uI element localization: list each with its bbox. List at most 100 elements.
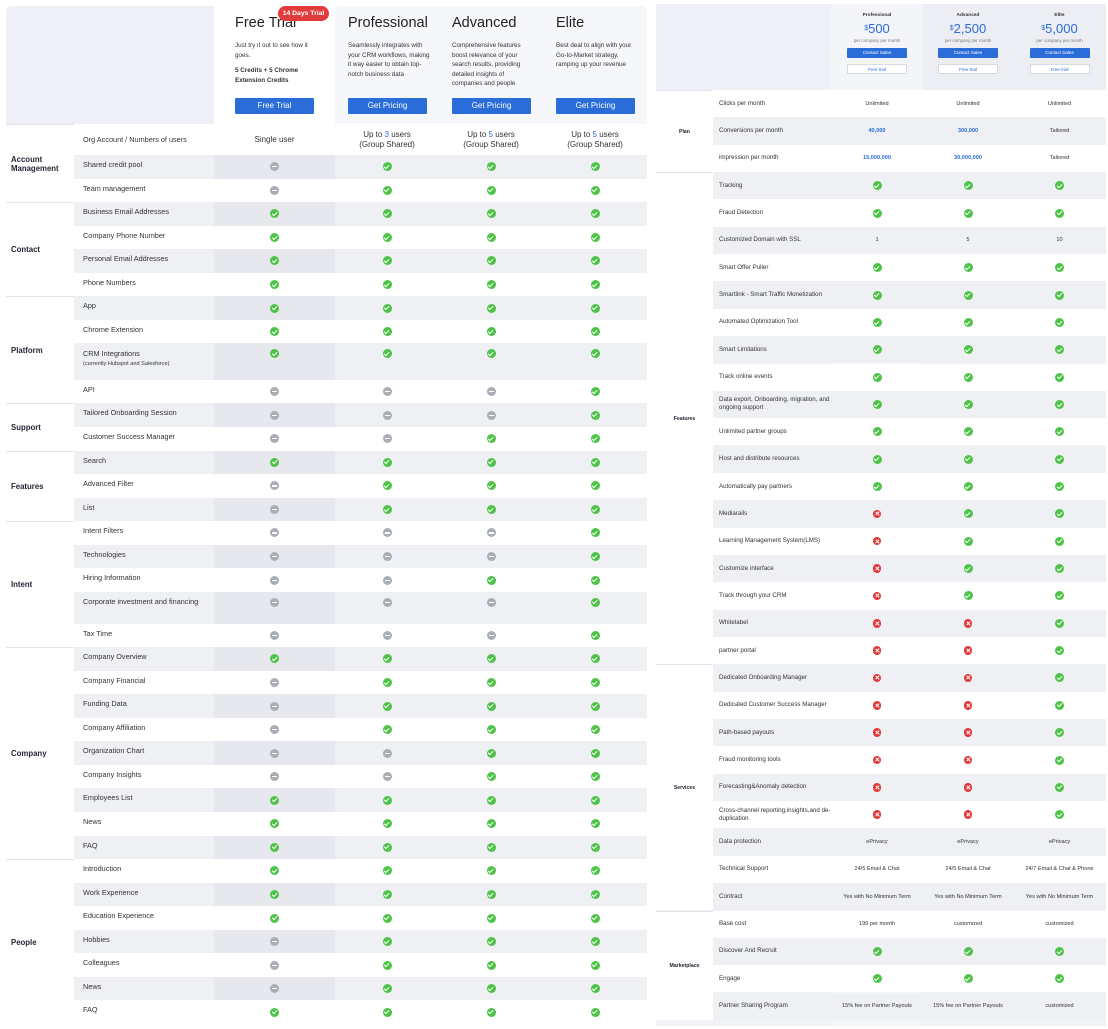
plan-cell [543, 953, 647, 977]
check-icon [872, 263, 882, 273]
table-row: Partner Sharing Program 15% fee on Partne… [656, 992, 1106, 1020]
plan-cell [214, 521, 335, 545]
dash-icon [382, 387, 392, 397]
plan-cell [214, 568, 335, 592]
plan-cell [923, 637, 1013, 664]
contact-sales-button[interactable]: Contact Sales [847, 48, 907, 58]
cross-icon [963, 673, 973, 683]
table-row: Company Phone Number [6, 225, 647, 250]
plan-cell [214, 202, 335, 226]
table-row: Hobbies [6, 929, 647, 954]
plan-cell [543, 592, 647, 624]
table-row: Dedicated Onboarding Manager [656, 664, 1106, 692]
plan-cell [439, 765, 543, 789]
plan-cell [335, 953, 439, 977]
plan-cell [543, 474, 647, 498]
table-row: Phone Numbers [6, 272, 647, 297]
get-pricing-button[interactable]: Get Pricing [348, 98, 427, 114]
free-trial-button[interactable]: Free Trial [235, 98, 314, 114]
free-trial-button[interactable]: Free trial [1029, 64, 1090, 74]
plan-cell [214, 835, 335, 860]
cell-value: Unlimited [1047, 100, 1072, 107]
feature-label: impression per month [719, 154, 779, 162]
plan-cell [923, 801, 1013, 828]
check-icon [486, 772, 496, 782]
plan-cell [831, 391, 923, 418]
plan-cell [923, 418, 1013, 445]
plan-cell [214, 591, 335, 624]
check-icon [1055, 427, 1064, 437]
check-icon [872, 482, 882, 492]
check-icon [590, 162, 600, 172]
plan-cell [439, 694, 543, 718]
group-label: Intent [6, 521, 74, 648]
check-icon [1055, 946, 1064, 956]
check-icon [590, 913, 600, 923]
plan-name: Professional [348, 15, 428, 31]
check-icon [590, 410, 600, 420]
check-icon [382, 889, 392, 899]
plan-cell [335, 273, 439, 297]
check-icon [963, 345, 973, 355]
check-icon [486, 232, 496, 242]
plan-cell: 24/5 Email & Chat [923, 856, 1013, 883]
dash-icon [486, 528, 496, 538]
table-row: Engage [656, 965, 1106, 993]
check-icon [590, 232, 600, 242]
table-row: Company Overview [6, 647, 647, 671]
check-icon [382, 654, 392, 664]
get-pricing-button[interactable]: Get Pricing [452, 98, 531, 114]
feature-label: Colleagues [83, 958, 120, 968]
check-icon [382, 819, 392, 829]
free-trial-button[interactable]: Free trial [938, 64, 998, 74]
dash-icon [270, 597, 279, 607]
group-label: Features [6, 450, 74, 522]
contact-sales-button[interactable]: Contact Sales [938, 48, 998, 58]
plan-cell [923, 719, 1013, 746]
group-label: Services [656, 664, 713, 911]
feature-label: Whitelabel [719, 619, 748, 627]
plan-cell [335, 624, 439, 648]
plan-cell [831, 254, 923, 281]
contact-sales-button[interactable]: Contact Sales [1029, 48, 1090, 58]
check-icon [270, 1007, 279, 1017]
check-icon [1055, 673, 1064, 683]
table-row: Base cost 199 per month customized customiz… [656, 910, 1106, 938]
plan-cell [831, 610, 923, 637]
check-icon [382, 280, 392, 290]
cell-value: 30,000,000 [954, 155, 982, 162]
plan-cell: 40,000 [831, 117, 923, 144]
plan-name: Professional [862, 13, 892, 18]
dash-icon [270, 162, 279, 172]
dash-icon [486, 410, 496, 420]
table-row: Dedicated Customer Success Manager [656, 691, 1106, 719]
get-pricing-button[interactable]: Get Pricing [556, 98, 635, 114]
plan-cell [439, 977, 543, 1001]
check-icon [963, 208, 973, 218]
feature-label: Company Overview [83, 652, 147, 662]
plan-cell [923, 555, 1013, 582]
check-icon [963, 372, 973, 382]
check-icon [486, 457, 496, 467]
plan-cell [831, 309, 923, 336]
plan-cell [439, 296, 543, 320]
check-icon [1055, 646, 1064, 656]
pricing-comparison-table: Professional $500 per company per month Con… [656, 4, 1106, 1026]
free-trial-button[interactable]: Free trial [847, 64, 907, 74]
plan-cell [543, 296, 647, 320]
check-icon [590, 630, 600, 640]
cross-icon [872, 619, 882, 628]
check-icon [486, 1007, 496, 1017]
feature-label: Work Experience [83, 887, 139, 897]
table-row: Learning Management System(LMS) [656, 527, 1106, 555]
plan-cell [831, 500, 923, 527]
table-row: Customer Success Manager [6, 427, 647, 451]
feature-label: Technical Support [719, 865, 769, 873]
check-icon [590, 842, 600, 852]
cross-icon [872, 536, 882, 546]
plan-cell [543, 343, 647, 380]
pricing-header: Professional $500 per company per month Con… [656, 4, 1106, 90]
cell-value: 10 [1056, 237, 1063, 244]
feature-label: Cross-channel reporting,insights,and de-… [719, 806, 831, 822]
plan-cell [543, 624, 647, 648]
